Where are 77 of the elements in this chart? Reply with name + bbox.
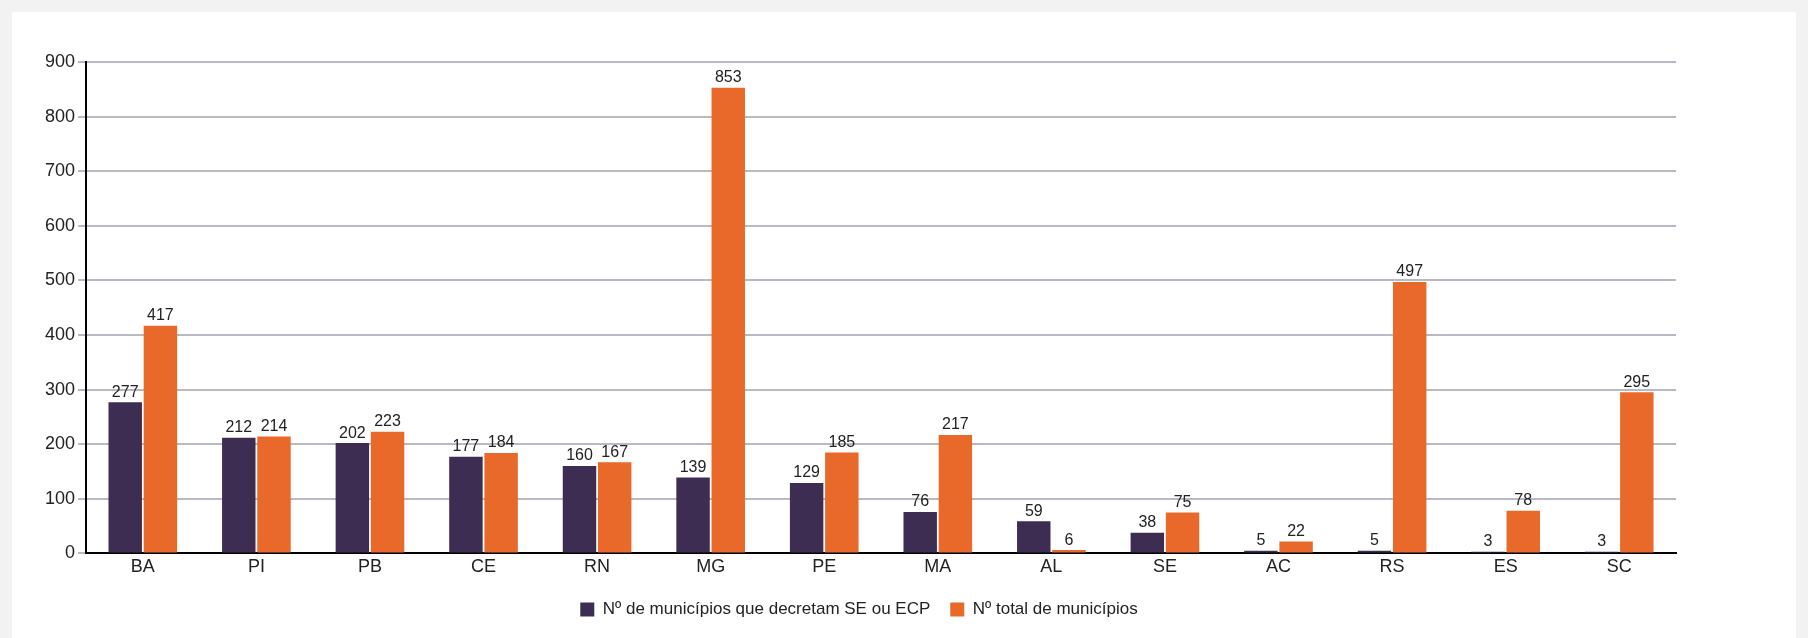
bar: [143, 325, 178, 553]
y-tick-label: 100: [44, 487, 76, 508]
data-label: 75: [1173, 492, 1192, 510]
bar: [903, 511, 937, 553]
x-tick-label: RS: [1379, 556, 1405, 577]
data-label: 129: [793, 463, 821, 481]
bar: [711, 87, 745, 553]
x-tick-label: BA: [130, 556, 155, 577]
data-label: 22: [1287, 521, 1306, 539]
y-tick-label: 600: [44, 214, 76, 235]
bar: [597, 462, 632, 553]
data-label: 295: [1623, 372, 1651, 390]
y-tick-label: 700: [44, 160, 76, 181]
y-tick-label: 500: [44, 269, 76, 290]
data-label: 38: [1138, 513, 1157, 531]
bar: [1392, 282, 1427, 553]
data-label: 5: [1256, 531, 1266, 549]
bar: [1165, 512, 1200, 553]
x-tick-label: ES: [1493, 556, 1518, 577]
data-label: 3: [1483, 532, 1493, 550]
data-label: 417: [147, 306, 174, 324]
x-tick-label: AC: [1266, 556, 1292, 577]
data-label: 217: [942, 415, 969, 433]
data-label: 184: [487, 433, 515, 451]
x-tick-label: PI: [247, 556, 265, 577]
bar: [257, 436, 291, 553]
data-label: 202: [339, 423, 366, 441]
data-label: 497: [1396, 262, 1424, 280]
bar: [1506, 510, 1540, 553]
data-label: 5: [1370, 531, 1380, 549]
bar: [370, 431, 405, 553]
bar: [449, 456, 483, 553]
data-label: 59: [1024, 501, 1043, 519]
data-label: 3: [1597, 532, 1607, 550]
legend-label: Nº de municípios que decretam SE ou ECP: [602, 599, 931, 619]
data-label: 214: [260, 416, 288, 434]
x-tick-label: MA: [924, 556, 952, 577]
x-tick-label: CE: [471, 556, 497, 577]
y-tick-label: 300: [44, 378, 76, 399]
bar: [222, 437, 256, 553]
y-tick-label: 200: [44, 433, 76, 454]
bar: [789, 482, 824, 553]
y-tick-label: 400: [44, 323, 76, 344]
bar: [108, 402, 142, 553]
bar: [1620, 392, 1654, 553]
data-label: 212: [225, 418, 253, 436]
data-label: 6: [1064, 530, 1074, 548]
data-label: 223: [374, 412, 401, 430]
data-label: 277: [111, 382, 139, 400]
data-label: 177: [452, 437, 480, 455]
bar: [562, 466, 597, 553]
bar: [938, 434, 973, 553]
x-tick-label: PB: [357, 556, 382, 577]
data-label: 853: [714, 68, 742, 86]
bar: [825, 452, 859, 553]
bar: [1130, 532, 1165, 553]
legend-label: Nº total de municípios: [972, 599, 1138, 619]
data-label: 185: [828, 432, 856, 450]
bar: [484, 452, 518, 553]
bar: [676, 477, 710, 553]
y-tick-label: 900: [44, 50, 76, 71]
data-label: 78: [1514, 491, 1533, 509]
x-tick-label: RN: [584, 556, 611, 577]
x-tick-label: SC: [1606, 556, 1632, 577]
bar: [1017, 521, 1051, 553]
x-tick-label: MG: [696, 556, 726, 577]
data-label: 76: [911, 492, 930, 510]
x-tick-label: AL: [1040, 556, 1063, 577]
x-tick-label: SE: [1152, 556, 1177, 577]
bar: [1279, 541, 1313, 553]
y-tick-label: 0: [65, 542, 76, 563]
data-label: 160: [566, 446, 593, 464]
data-label: 167: [601, 442, 629, 460]
x-tick-label: PE: [812, 556, 837, 577]
y-tick-label: 800: [44, 105, 76, 126]
bar: [335, 443, 370, 553]
data-label: 139: [679, 457, 707, 475]
